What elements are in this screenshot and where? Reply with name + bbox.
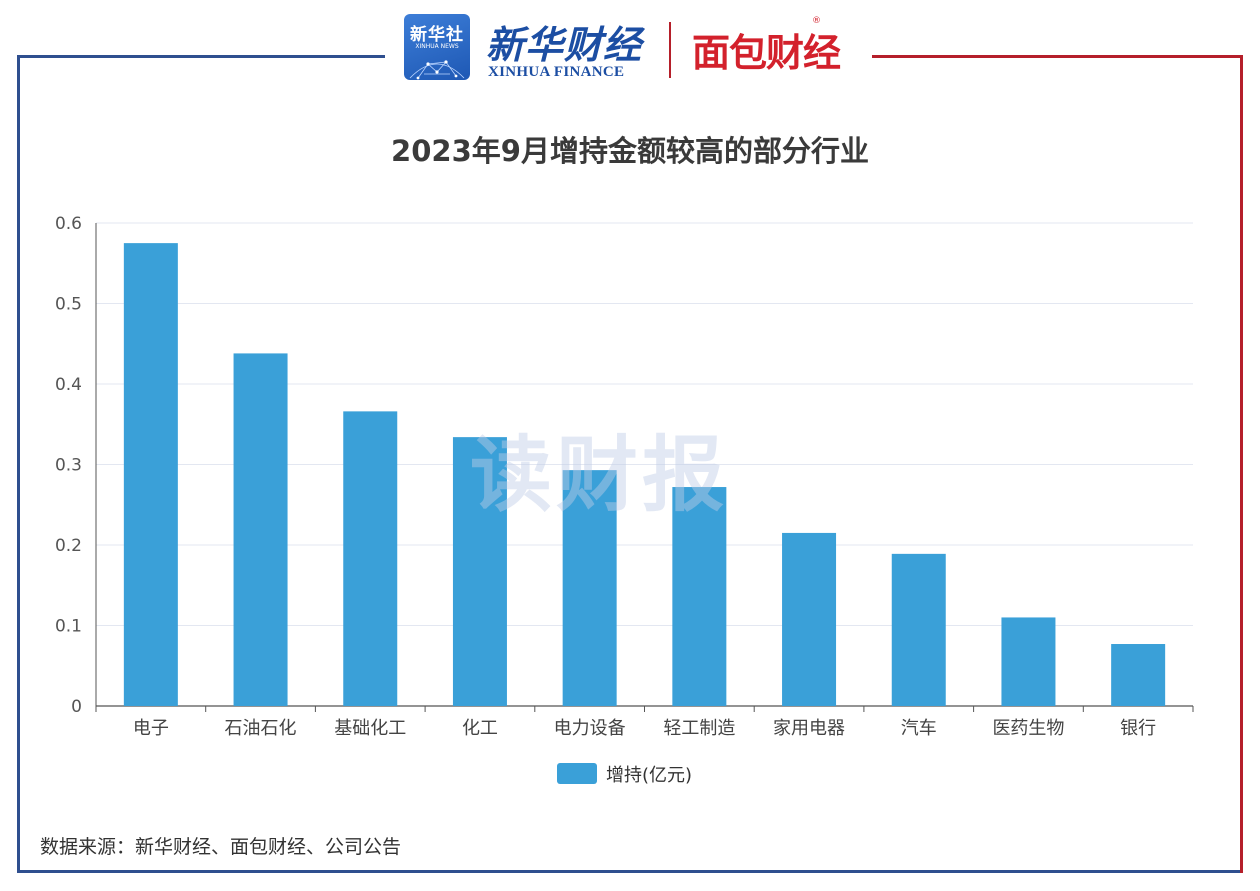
chart-title: 2023年9月增持金额较高的部分行业	[391, 134, 869, 168]
network-globe-icon	[409, 60, 465, 80]
source-note: 数据来源：新华财经、面包财经、公司公告	[40, 836, 402, 858]
xinhua-news-logo-cn: 新华社	[410, 25, 464, 45]
mianbao-finance-logo: 面包财经	[692, 31, 841, 75]
xinhua-finance-logo-en: XINHUA FINANCE	[488, 64, 625, 80]
x-tick-label: 化工	[462, 718, 498, 739]
frame-top-right-line	[872, 55, 1243, 58]
y-tick-label: 0	[71, 697, 82, 717]
y-tick-label: 0.5	[55, 295, 82, 315]
bar[interactable]	[343, 411, 398, 706]
bar[interactable]	[123, 243, 178, 706]
y-tick-label: 0.2	[55, 536, 82, 556]
x-tick-label: 电子	[133, 718, 169, 739]
y-tick-label: 0.6	[55, 214, 82, 234]
frame-top-left-line	[17, 55, 385, 58]
xinhua-news-logo: 新华社 XINHUA NEWS	[404, 14, 470, 80]
x-tick-label: 电力设备	[554, 718, 626, 739]
registered-mark: ®	[812, 16, 821, 26]
y-tick-label: 0.1	[55, 617, 82, 637]
x-tick-label: 家用电器	[773, 718, 845, 739]
bar[interactable]	[672, 487, 727, 706]
frame-right-line	[1240, 55, 1243, 873]
bar[interactable]	[1111, 644, 1166, 706]
bar[interactable]	[562, 470, 617, 706]
y-tick-label: 0.3	[55, 456, 82, 476]
xinhua-news-logo-en: XINHUA NEWS	[415, 43, 459, 50]
x-tick-label: 汽车	[901, 718, 937, 739]
bar[interactable]	[891, 553, 946, 706]
x-tick-label: 轻工制造	[663, 718, 735, 739]
bar[interactable]	[452, 437, 507, 706]
xinhua-finance-logo-cn: 新华财经	[486, 22, 643, 67]
bar[interactable]	[233, 353, 288, 706]
x-tick-label: 基础化工	[334, 718, 406, 739]
x-tick-label: 石油石化	[225, 718, 297, 739]
x-tick-label: 医药生物	[992, 718, 1064, 739]
legend-swatch	[557, 763, 597, 784]
frame-left-line	[17, 55, 20, 873]
watermark: 读财报	[470, 428, 729, 523]
bar[interactable]	[782, 532, 837, 706]
legend-label: 增持(亿元)	[606, 765, 693, 786]
logo-divider	[669, 22, 671, 78]
y-tick-label: 0.4	[55, 375, 82, 395]
bar[interactable]	[1001, 617, 1056, 706]
x-tick-label: 银行	[1120, 718, 1156, 739]
frame-bottom-line	[17, 870, 1243, 873]
